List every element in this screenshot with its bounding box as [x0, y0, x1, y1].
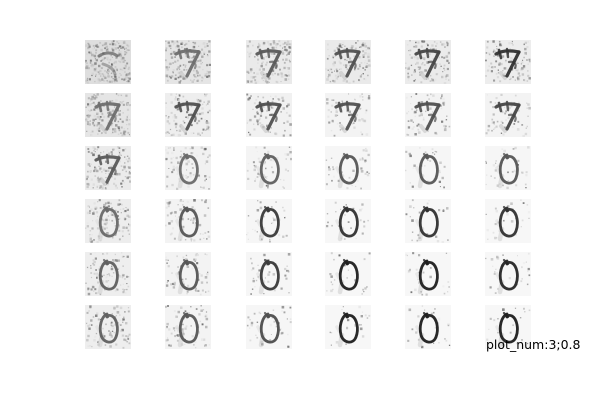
digit-thumbnail-r2-c4 — [325, 93, 371, 137]
digit-thumbnail-r5-c5 — [405, 252, 451, 296]
digit-image — [85, 252, 131, 296]
digit-thumbnail-r5-c4 — [325, 252, 371, 296]
digit-thumbnail-r6-c6 — [485, 305, 531, 349]
digit-image — [246, 40, 292, 84]
digit-image — [165, 199, 211, 243]
digit-image — [325, 146, 371, 190]
digit-image — [325, 305, 371, 349]
digit-image — [85, 146, 131, 190]
digit-image — [405, 146, 451, 190]
digit-image — [85, 305, 131, 349]
digit-image — [246, 146, 292, 190]
digit-thumbnail-r1-c5 — [405, 40, 451, 84]
digit-image — [485, 305, 531, 349]
digit-image — [485, 93, 531, 137]
digit-image — [165, 305, 211, 349]
digit-image — [246, 199, 292, 243]
digit-image — [485, 252, 531, 296]
digit-image — [325, 199, 371, 243]
digit-thumbnail-r4-c5 — [405, 199, 451, 243]
plot-caption: plot_num:3;0.8 — [486, 337, 581, 352]
digit-thumbnail-r4-c1 — [85, 199, 131, 243]
digit-thumbnail-r6-c5 — [405, 305, 451, 349]
digit-thumbnail-r2-c5 — [405, 93, 451, 137]
digit-thumbnail-r6-c4 — [325, 305, 371, 349]
digit-image — [165, 40, 211, 84]
digit-image — [485, 146, 531, 190]
digit-thumbnail-r3-c4 — [325, 146, 371, 190]
digit-thumbnail-r1-c6 — [485, 40, 531, 84]
digit-thumbnail-r1-c3 — [246, 40, 292, 84]
digit-thumbnail-r4-c3 — [246, 199, 292, 243]
digit-thumbnail-r6-c3 — [246, 305, 292, 349]
digit-image — [246, 93, 292, 137]
digit-image — [85, 199, 131, 243]
digit-image — [485, 199, 531, 243]
digit-image — [405, 305, 451, 349]
digit-image — [405, 93, 451, 137]
digit-thumbnail-r3-c1 — [85, 146, 131, 190]
digit-image — [165, 252, 211, 296]
digit-image — [485, 40, 531, 84]
digit-image — [325, 40, 371, 84]
digit-image — [165, 146, 211, 190]
digit-thumbnail-r3-c6 — [485, 146, 531, 190]
digit-thumbnail-r1-c2 — [165, 40, 211, 84]
digit-thumbnail-r5-c2 — [165, 252, 211, 296]
digit-image — [405, 199, 451, 243]
digit-thumbnail-r2-c6 — [485, 93, 531, 137]
digit-image — [246, 252, 292, 296]
digit-image — [405, 40, 451, 84]
digit-thumbnail-r2-c1 — [85, 93, 131, 137]
digit-image — [246, 305, 292, 349]
digit-image — [325, 252, 371, 296]
digit-thumbnail-r1-c4 — [325, 40, 371, 84]
digit-thumbnail-r3-c2 — [165, 146, 211, 190]
digit-thumbnail-r2-c2 — [165, 93, 211, 137]
digit-image — [85, 93, 131, 137]
digit-image — [405, 252, 451, 296]
digit-thumbnail-r5-c6 — [485, 252, 531, 296]
digit-image — [85, 40, 131, 84]
digit-thumbnail-r6-c1 — [85, 305, 131, 349]
digit-thumbnail-r4-c4 — [325, 199, 371, 243]
digit-thumbnail-r3-c5 — [405, 146, 451, 190]
digit-thumbnail-r4-c6 — [485, 199, 531, 243]
digit-thumbnail-r6-c2 — [165, 305, 211, 349]
digit-thumbnail-r5-c3 — [246, 252, 292, 296]
digit-thumbnail-r1-c1 — [85, 40, 131, 84]
digit-thumbnail-r2-c3 — [246, 93, 292, 137]
digit-thumbnail-r4-c2 — [165, 199, 211, 243]
digit-image — [165, 93, 211, 137]
digit-image — [325, 93, 371, 137]
digit-thumbnail-r5-c1 — [85, 252, 131, 296]
digit-thumbnail-r3-c3 — [246, 146, 292, 190]
